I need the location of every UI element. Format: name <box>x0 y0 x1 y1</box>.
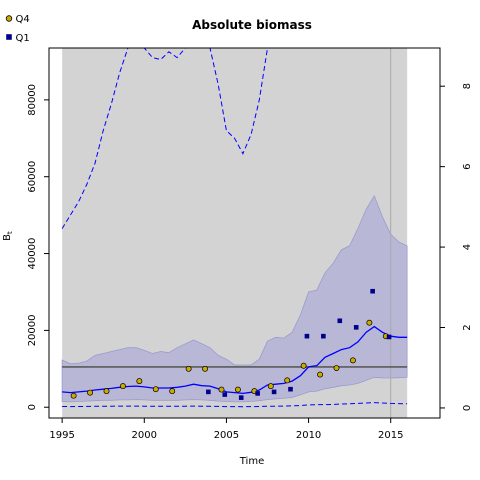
q4-point <box>70 392 77 399</box>
q4-point <box>317 371 324 378</box>
q4-point <box>136 378 143 385</box>
x-tick-label: 2005 <box>214 430 239 441</box>
chart-title: Absolute biomass <box>192 18 312 32</box>
x-tick-label: 2010 <box>296 430 321 441</box>
legend-q4-label: Q4 <box>16 14 30 25</box>
legend-q1-marker <box>6 34 12 40</box>
y2-tick-label: 0 <box>462 405 473 411</box>
y2-tick-label: 2 <box>462 324 473 330</box>
q4-point <box>202 365 209 372</box>
q1-point <box>222 392 228 397</box>
q4-point <box>267 383 274 390</box>
q1-point <box>386 334 392 340</box>
x-axis-label: Time <box>239 456 264 467</box>
q4-point <box>169 388 176 395</box>
q1-point <box>255 391 260 396</box>
y-tick-label: 40000 <box>27 238 38 270</box>
x-tick-label: 2000 <box>132 430 157 441</box>
q1-point <box>304 333 310 339</box>
q1-point <box>238 395 244 400</box>
legend-q1-label: Q1 <box>16 33 30 44</box>
legend: Q4 Q1 <box>5 14 30 44</box>
q4-point <box>333 365 340 372</box>
biomass-estimate-line <box>62 325 408 395</box>
y-tick-label: 0 <box>27 404 38 410</box>
q4-point <box>284 377 291 384</box>
y-tick-label: 60000 <box>27 161 38 193</box>
q4-point <box>152 386 159 393</box>
confidence-band <box>61 194 408 403</box>
q4-point <box>300 362 307 369</box>
q4-point <box>185 365 192 372</box>
q4-point <box>87 389 94 396</box>
q1-point <box>337 318 343 324</box>
q4-point <box>103 388 110 395</box>
x-tick-label: 1995 <box>49 430 74 441</box>
q1-point <box>206 389 211 395</box>
y-tick-label: 80000 <box>27 84 38 116</box>
q4-point <box>119 383 126 390</box>
y2-tick-label: 6 <box>462 163 473 169</box>
dashed-lower-line <box>62 402 408 408</box>
q4-point <box>218 386 225 393</box>
y2-tick-label: 4 <box>462 244 473 250</box>
q1-point <box>353 325 359 330</box>
y-tick-label: 20000 <box>27 314 38 346</box>
q1-point <box>321 333 326 339</box>
x-tick-label: 2015 <box>378 430 403 441</box>
q4-point <box>234 386 241 393</box>
y2-tick-label: 8 <box>462 83 473 89</box>
q1-point <box>370 288 375 294</box>
q1-point <box>288 386 293 392</box>
legend-q4-marker <box>5 15 13 22</box>
q4-point <box>349 357 356 364</box>
plot-frame <box>48 47 441 419</box>
q4-point <box>366 319 373 326</box>
q1-point <box>271 389 277 395</box>
y-axis-label: Bt <box>2 231 14 241</box>
